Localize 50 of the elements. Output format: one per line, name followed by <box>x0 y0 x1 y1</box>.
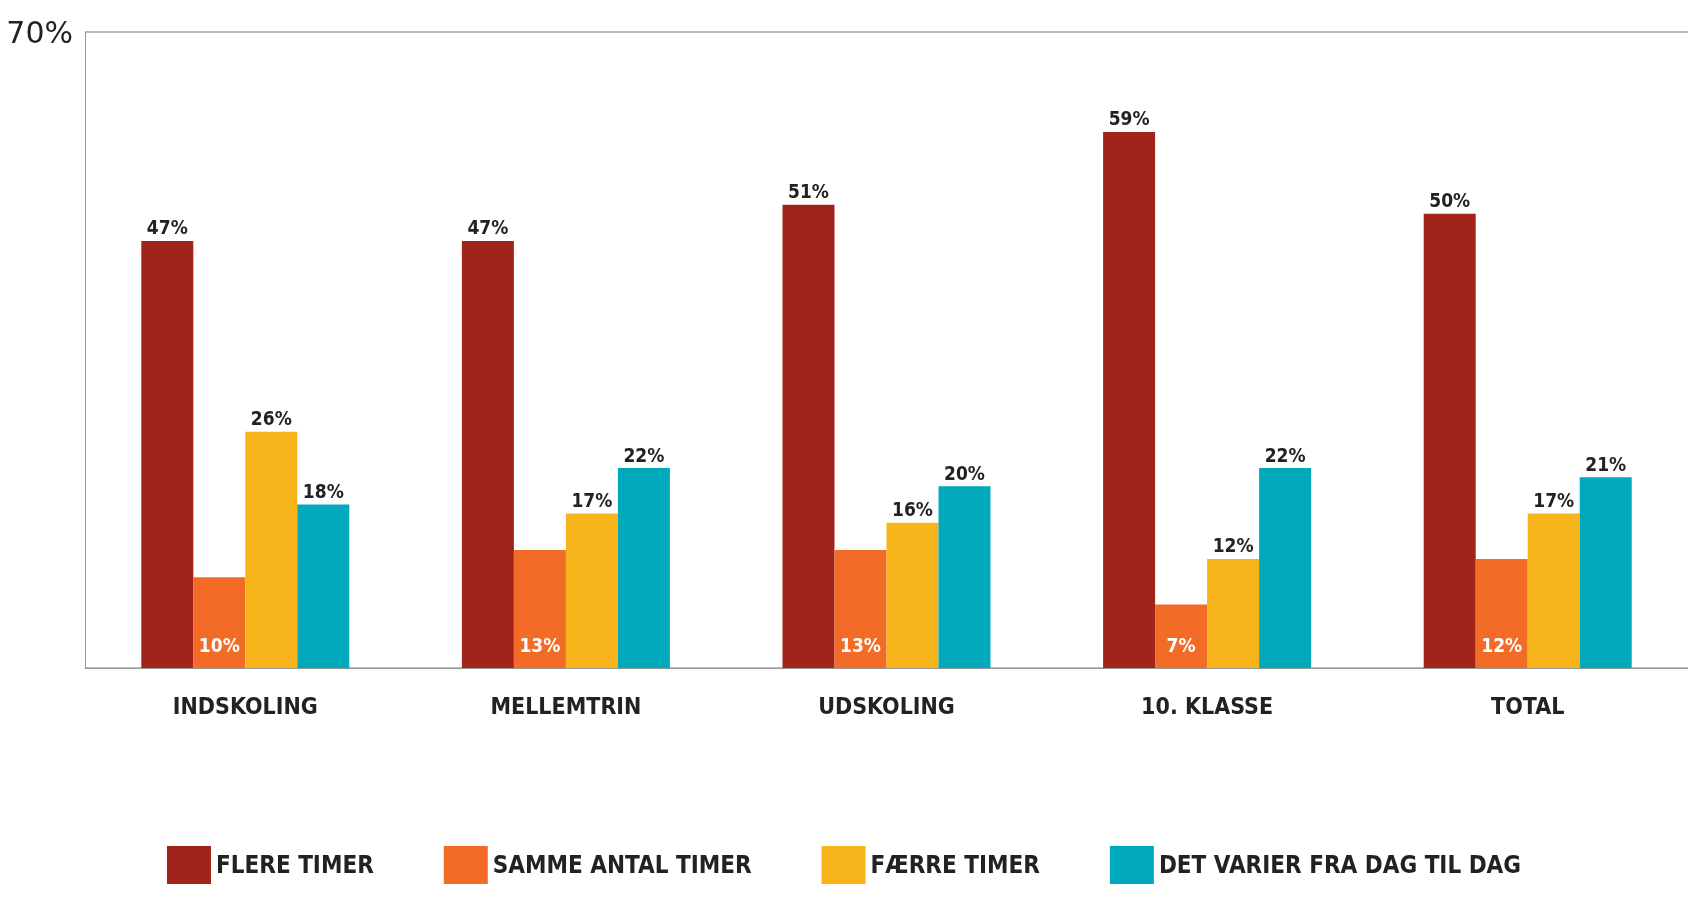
data-label: 26% <box>250 407 292 430</box>
data-label: 18% <box>302 479 344 502</box>
data-label: 7% <box>1166 633 1196 656</box>
bar <box>513 549 566 668</box>
data-label: 51% <box>788 180 829 203</box>
data-label: 10% <box>198 633 240 656</box>
bar <box>1475 558 1528 668</box>
bar <box>141 240 194 668</box>
bar <box>461 240 514 668</box>
data-label: 17% <box>1533 489 1575 512</box>
x-tick-label: UDSKOLING <box>818 692 955 719</box>
data-label: 50% <box>1429 189 1471 212</box>
data-label: 13% <box>840 633 881 656</box>
data-label: 13% <box>519 633 561 656</box>
bar <box>1423 213 1476 668</box>
x-tick-label: INDSKOLING <box>172 692 318 719</box>
x-tick-label: TOTAL <box>1491 692 1565 719</box>
data-label: 47% <box>146 216 188 239</box>
data-label: 47% <box>467 216 509 239</box>
bar <box>1527 513 1580 668</box>
bar <box>782 204 835 668</box>
data-label: 16% <box>892 498 933 521</box>
bar <box>193 577 246 668</box>
data-label: 22% <box>623 443 665 466</box>
data-label: 21% <box>1585 452 1627 475</box>
bar <box>245 431 298 668</box>
legend-label: DET VARIER FRA DAG TIL DAG <box>1158 851 1522 879</box>
legend-label: SAMME ANTAL TIMER <box>492 851 752 879</box>
data-label: 17% <box>571 489 613 512</box>
data-label: 12% <box>1212 534 1254 557</box>
bar <box>1155 604 1208 668</box>
bar <box>886 522 939 668</box>
data-label: 20% <box>944 461 985 484</box>
bar <box>1579 477 1632 668</box>
x-tick-label: 10. KLASSE <box>1141 692 1274 719</box>
bar <box>1207 558 1260 668</box>
data-label: 59% <box>1108 107 1150 130</box>
bar <box>617 468 670 668</box>
bar <box>1259 468 1312 668</box>
bar <box>297 504 350 668</box>
data-label: 22% <box>1264 443 1306 466</box>
legend-label: FLERE TIMER <box>215 851 375 879</box>
bar <box>1103 131 1156 668</box>
data-label: 12% <box>1481 633 1523 656</box>
legend-label: FÆRRE TIMER <box>870 851 1041 879</box>
x-tick-label: MELLEMTRIN <box>490 692 642 719</box>
bar <box>565 513 618 668</box>
bar <box>938 486 991 668</box>
bar <box>834 549 887 668</box>
y-tick-label: 70% <box>6 14 73 50</box>
